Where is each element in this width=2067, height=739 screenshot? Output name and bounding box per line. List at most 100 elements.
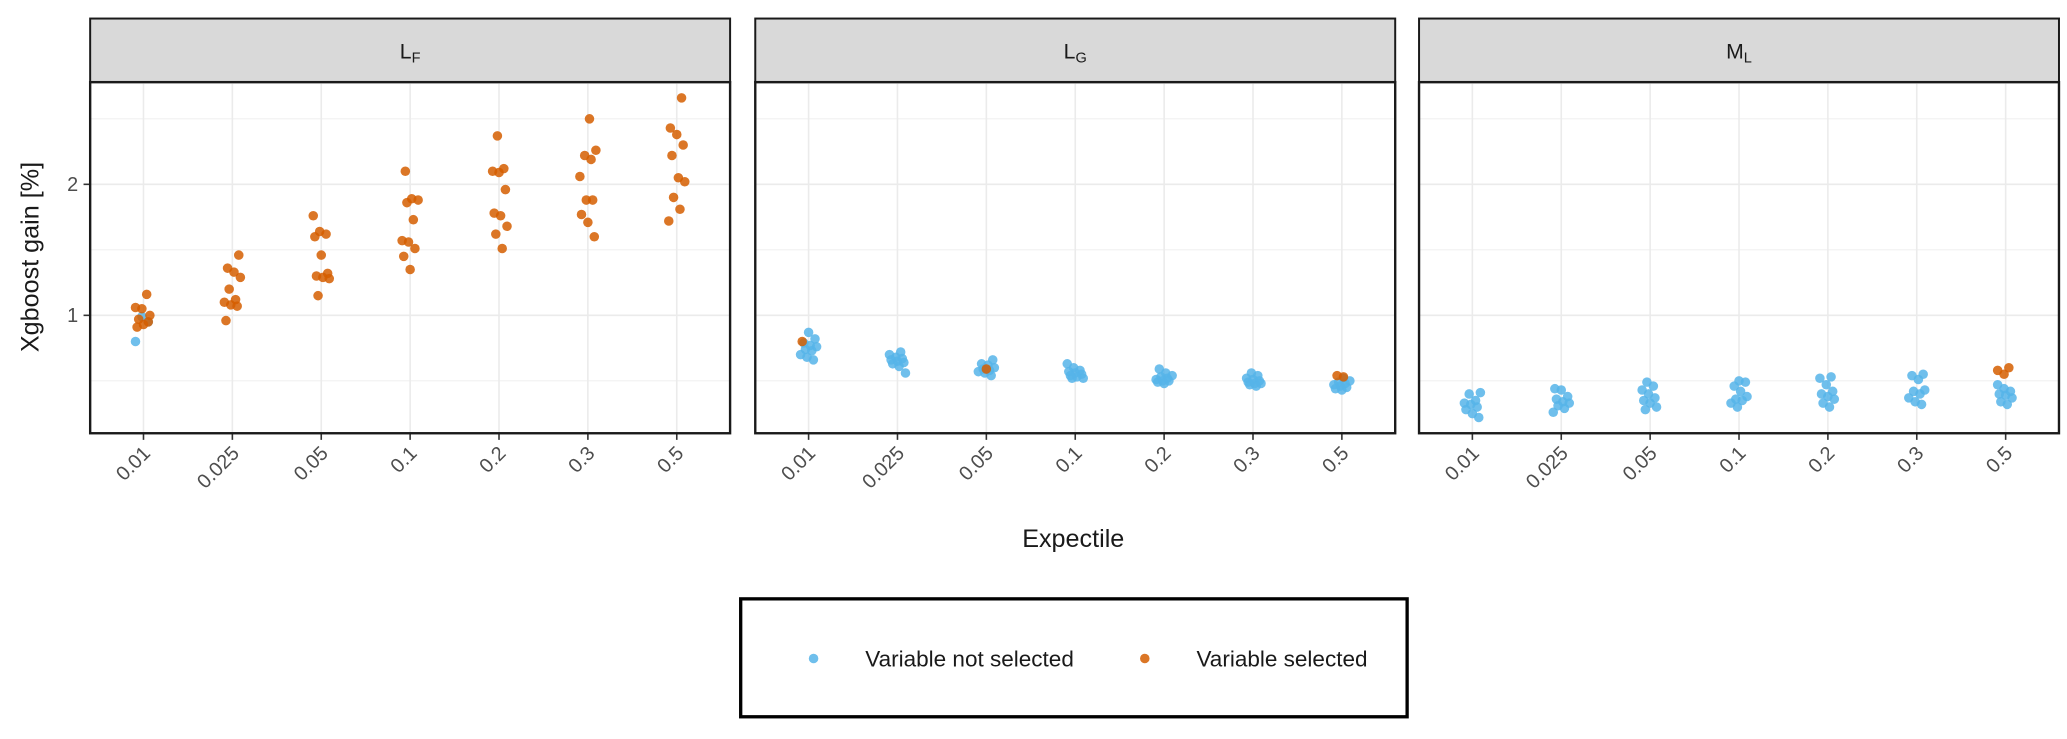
legend-label: Variable not selected — [865, 646, 1074, 671]
x-tick-label: 0.1 — [387, 442, 422, 477]
panel-border — [88, 80, 732, 435]
x-tick-label: 0.2 — [1141, 442, 1176, 477]
point — [494, 167, 504, 178]
point — [141, 289, 152, 300]
point — [310, 231, 320, 242]
point — [1464, 389, 1474, 399]
point — [1824, 402, 1835, 412]
point — [797, 336, 807, 347]
point — [1338, 372, 1349, 382]
point — [400, 166, 411, 176]
x-tick-label: 0.5 — [1982, 442, 2017, 477]
point — [492, 131, 503, 141]
x-tick-label: 0.025 — [193, 442, 244, 493]
x-tick-label: 0.05 — [955, 442, 998, 485]
point — [1915, 389, 1925, 399]
point — [586, 154, 596, 165]
point — [1548, 407, 1559, 418]
point — [321, 229, 331, 239]
point — [665, 123, 676, 133]
legend-box — [739, 597, 1409, 719]
x-tick-label: 0.1 — [1715, 442, 1750, 477]
point — [2004, 362, 2014, 373]
x-axis-title: Expectile — [1022, 525, 1124, 553]
point — [900, 368, 911, 378]
point — [575, 171, 585, 182]
point — [583, 217, 593, 228]
point — [2002, 399, 2013, 410]
strip-label: LG — [1064, 40, 1087, 66]
strip-label-main: M — [1726, 40, 1744, 63]
x-tick-label: 0.2 — [1804, 442, 1839, 477]
point — [591, 145, 601, 156]
point — [678, 140, 688, 150]
point — [676, 93, 687, 103]
point — [1737, 395, 1747, 406]
point — [1337, 385, 1347, 395]
point — [403, 237, 414, 247]
point — [986, 370, 996, 381]
x-tick-label: 0.01 — [777, 442, 820, 485]
x-tick-label: 0.01 — [1441, 442, 1484, 485]
point — [808, 355, 819, 365]
strip-label-sub: F — [412, 50, 421, 66]
point — [803, 327, 814, 338]
point — [1640, 404, 1651, 415]
x-tick-label: 0.01 — [112, 442, 155, 485]
point — [234, 250, 244, 260]
point — [1829, 394, 1840, 404]
x-tick-label: 0.025 — [1522, 442, 1573, 493]
point — [1078, 373, 1089, 383]
strip-background — [89, 17, 732, 84]
point — [1740, 377, 1751, 387]
y-tick-label: 2 — [67, 174, 78, 196]
point — [495, 211, 506, 221]
point — [130, 336, 141, 347]
point — [324, 273, 335, 284]
point — [671, 129, 682, 140]
point — [500, 184, 511, 195]
point — [1826, 372, 1836, 382]
point — [1067, 373, 1077, 383]
point — [405, 264, 415, 275]
point — [1474, 412, 1484, 423]
point — [1472, 402, 1482, 412]
panel-border — [754, 80, 1397, 435]
point — [1556, 385, 1567, 395]
x-tick-label: 0.05 — [1619, 442, 1662, 485]
point — [587, 195, 598, 205]
point — [491, 229, 501, 239]
point — [1729, 381, 1739, 391]
strip-label-main: L — [1064, 40, 1076, 63]
point — [1651, 402, 1662, 412]
point — [502, 221, 512, 232]
point — [589, 231, 600, 242]
point — [398, 251, 409, 262]
point — [1916, 399, 1927, 410]
point — [308, 211, 319, 221]
point — [229, 267, 239, 277]
point — [145, 310, 155, 321]
point — [576, 209, 587, 220]
point — [675, 204, 685, 214]
point — [1999, 369, 2009, 380]
strip-label-sub: L — [1744, 50, 1752, 66]
point — [313, 290, 323, 301]
point — [663, 216, 674, 226]
point — [316, 250, 327, 260]
point — [1559, 403, 1570, 414]
point — [1735, 386, 1746, 397]
panel-border — [1417, 80, 2061, 435]
point — [410, 243, 420, 254]
point — [137, 304, 147, 314]
point — [1913, 374, 1924, 385]
x-tick-label: 0.05 — [290, 442, 333, 485]
legend-key — [808, 653, 819, 664]
point — [2007, 393, 2017, 403]
point — [235, 272, 246, 283]
x-tick-label: 0.5 — [1318, 442, 1353, 477]
strip-label-sub: G — [1075, 50, 1086, 66]
x-tick-label: 0.025 — [858, 442, 909, 493]
